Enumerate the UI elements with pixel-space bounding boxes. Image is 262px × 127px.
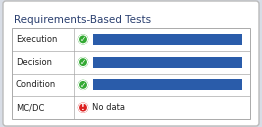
Text: Condition: Condition — [16, 80, 56, 89]
Text: !: ! — [81, 103, 85, 112]
Text: No data: No data — [92, 103, 125, 112]
Text: ✓: ✓ — [80, 58, 86, 67]
Circle shape — [79, 35, 88, 44]
Bar — [92, 34, 242, 45]
Circle shape — [79, 103, 88, 112]
Text: MC/DC: MC/DC — [16, 103, 44, 112]
Bar — [92, 79, 242, 90]
Text: ✓: ✓ — [80, 35, 86, 44]
FancyBboxPatch shape — [3, 1, 259, 126]
Text: Decision: Decision — [16, 58, 52, 67]
Bar — [12, 28, 250, 119]
Circle shape — [79, 80, 88, 89]
Text: Requirements-Based Tests: Requirements-Based Tests — [14, 15, 151, 25]
Text: Execution: Execution — [16, 35, 57, 44]
Text: ✓: ✓ — [80, 81, 86, 90]
Bar — [92, 57, 242, 68]
Circle shape — [79, 58, 88, 67]
